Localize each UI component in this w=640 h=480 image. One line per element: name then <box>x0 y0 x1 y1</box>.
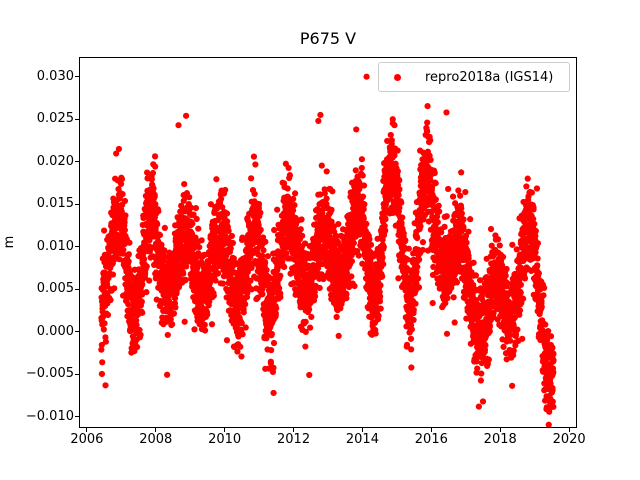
x-tick-label: 2008 <box>139 432 173 447</box>
legend-marker-icon <box>394 73 401 81</box>
chart-title: P675 V <box>299 29 357 48</box>
legend-label: repro2018a (IGS14) <box>425 69 554 85</box>
x-tick <box>293 428 295 432</box>
x-tick <box>155 428 157 432</box>
y-axis-label: m <box>2 235 17 249</box>
y-tick-label: 0.015 <box>36 196 74 212</box>
scatter-canvas <box>80 58 576 427</box>
x-tick-label: 2020 <box>552 432 586 447</box>
x-tick-label: 2006 <box>70 432 104 447</box>
y-tick <box>75 76 79 78</box>
x-tick-label: 2010 <box>208 432 242 447</box>
x-tick-label: 2018 <box>483 432 517 447</box>
x-tick <box>499 428 501 432</box>
x-tick-label: 2014 <box>345 432 379 447</box>
y-tick-label: 0.005 <box>36 281 74 297</box>
y-tick <box>75 416 79 418</box>
y-tick <box>75 373 79 375</box>
y-tick-label: 0.020 <box>36 153 74 169</box>
y-tick-label: 0.030 <box>36 68 74 84</box>
x-tick <box>568 428 570 432</box>
x-tick <box>361 428 363 432</box>
y-tick <box>75 288 79 290</box>
x-tick-label: 2016 <box>414 432 448 447</box>
x-tick <box>224 428 226 432</box>
y-tick <box>75 161 79 163</box>
y-tick-label: −0.010 <box>25 408 74 424</box>
x-tick <box>430 428 432 432</box>
y-tick <box>75 331 79 333</box>
y-tick-label: 0.010 <box>36 238 74 254</box>
x-tick <box>86 428 88 432</box>
y-tick-label: 0.000 <box>36 323 74 339</box>
y-tick <box>75 118 79 120</box>
x-tick-label: 2012 <box>277 432 311 447</box>
y-tick-label: 0.025 <box>36 111 74 127</box>
y-tick <box>75 203 79 205</box>
y-tick <box>75 246 79 248</box>
y-tick-label: −0.005 <box>25 366 74 382</box>
legend: repro2018a (IGS14) <box>378 62 570 92</box>
